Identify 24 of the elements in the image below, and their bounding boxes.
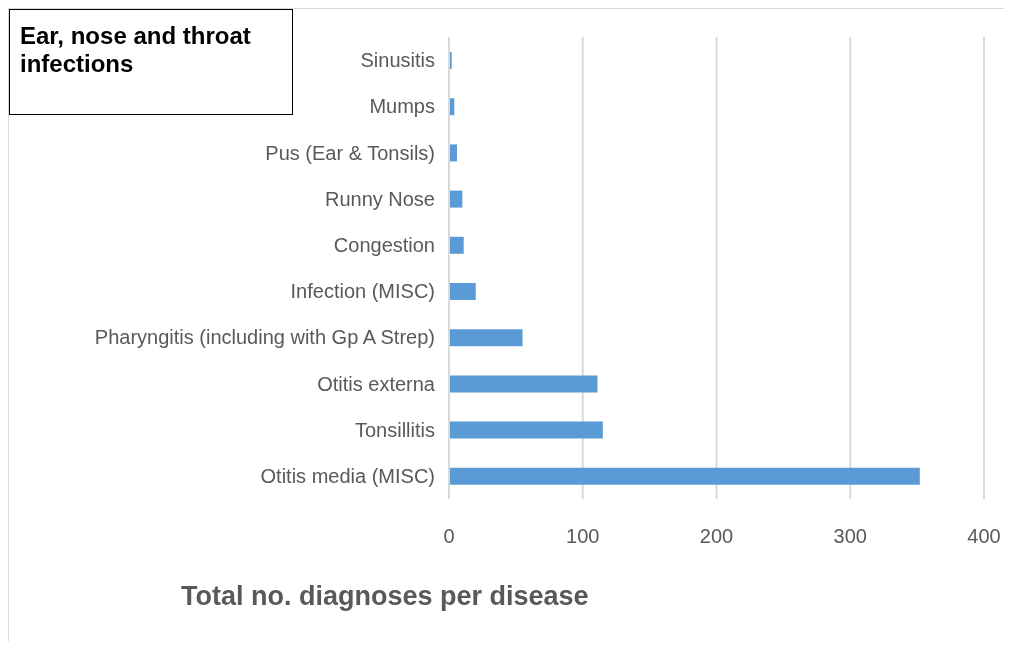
x-tick-label: 200 xyxy=(699,525,734,548)
y-tick-label: Congestion xyxy=(333,234,435,256)
bar xyxy=(449,467,920,485)
y-tick-label: Otitis externa xyxy=(317,372,436,395)
bar xyxy=(449,236,464,254)
y-tick-label: Pharyngitis (including with Gp A Strep) xyxy=(94,326,435,349)
y-tick-label: Runny Nose xyxy=(324,187,435,210)
y-tick-label: Sinusitis xyxy=(360,49,435,72)
text: Ear, nose and throat infections xyxy=(9,9,293,115)
bar xyxy=(449,421,603,439)
bar xyxy=(449,190,463,208)
x-tick-label: 300 xyxy=(833,525,867,548)
x-tick-label: 100 xyxy=(566,525,600,548)
y-tick-label: Mumps xyxy=(369,95,435,118)
bar xyxy=(449,375,598,393)
y-tick-label: Tonsillitis xyxy=(354,418,435,441)
bar xyxy=(449,283,476,300)
x-tick-label: 0 xyxy=(443,525,455,548)
x-axis-title: Total no. diagnoses per disease xyxy=(181,581,589,612)
y-tick-label: Otitis media (MISC) xyxy=(260,465,435,487)
y-tick-label: Pus (Ear & Tonsils) xyxy=(265,141,435,164)
bar xyxy=(449,329,523,347)
y-tick-label: Infection (MISC) xyxy=(290,280,435,303)
x-tick-label: 400 xyxy=(967,525,1001,548)
